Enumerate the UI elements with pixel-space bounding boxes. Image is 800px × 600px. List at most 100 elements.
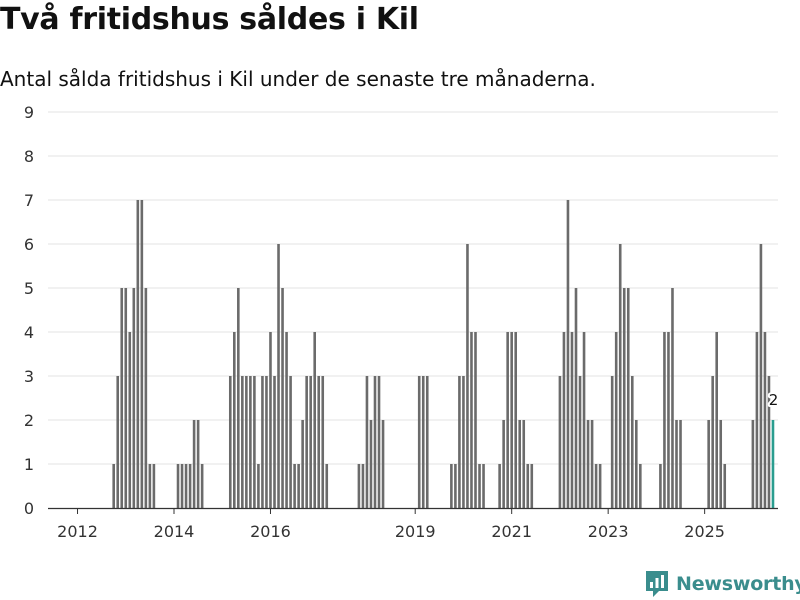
x-tick-label: 2019 (395, 522, 436, 541)
newsworthy-logo: Newsworthy (644, 568, 800, 600)
bar (305, 376, 308, 508)
bar (313, 332, 316, 508)
bar (277, 244, 280, 508)
bar (144, 288, 148, 508)
bars (112, 200, 775, 508)
bar (377, 376, 381, 508)
bar (317, 376, 321, 508)
bar (578, 376, 582, 508)
bar (140, 200, 144, 508)
bar (112, 464, 115, 508)
bar (128, 332, 132, 508)
bar (253, 376, 256, 508)
bar (659, 464, 662, 508)
bar (590, 420, 594, 508)
bar (566, 200, 570, 508)
bar (417, 376, 421, 508)
bar (526, 464, 530, 508)
x-tick-label: 2025 (684, 522, 725, 541)
bar (261, 376, 264, 508)
bar (622, 288, 626, 508)
bar (228, 376, 232, 508)
chart-subtitle: Antal sålda fritidshus i Kil under de se… (0, 67, 596, 91)
bar (188, 464, 192, 508)
bar (466, 244, 469, 508)
bar (116, 376, 120, 508)
bar (249, 376, 252, 508)
bar (176, 464, 180, 508)
bar (361, 464, 365, 508)
bar (663, 332, 666, 508)
bar (132, 288, 136, 508)
bar (454, 464, 457, 508)
bar (365, 376, 369, 508)
y-tick-label: 4 (24, 323, 34, 342)
bar (582, 332, 586, 508)
x-tick-label: 2021 (491, 522, 532, 541)
bar (233, 332, 236, 508)
bar (148, 464, 152, 508)
bar (574, 288, 578, 508)
y-tick-label: 5 (24, 279, 34, 298)
bar (558, 376, 562, 508)
bar (425, 376, 429, 508)
last-value-label: 2 (769, 391, 779, 409)
bar (759, 244, 763, 508)
bar (450, 464, 453, 508)
bar (373, 376, 377, 508)
bar (152, 464, 156, 508)
bar (502, 420, 505, 508)
bar (124, 288, 128, 508)
bar (614, 332, 618, 508)
bar (715, 332, 718, 508)
bar (675, 420, 678, 508)
bar (293, 464, 296, 508)
y-tick-label: 9 (24, 103, 34, 122)
bar (763, 332, 767, 508)
bar (474, 332, 477, 508)
chart-title: Två fritidshus såldes i Kil (0, 2, 419, 37)
bar (120, 288, 124, 508)
bar (598, 464, 602, 508)
bar (421, 376, 425, 508)
bar (245, 376, 248, 508)
bar (639, 464, 642, 508)
bar (719, 420, 723, 508)
newsworthy-logo-text: Newsworthy (676, 573, 800, 595)
bar (711, 376, 714, 508)
bar (630, 376, 634, 508)
bar (510, 332, 513, 508)
bar (458, 376, 461, 508)
bar (679, 420, 682, 508)
bar (635, 420, 638, 508)
bar (586, 420, 590, 508)
y-tick-label: 6 (24, 235, 34, 254)
bar (470, 332, 473, 508)
bar (269, 332, 272, 508)
x-tick-label: 2023 (588, 522, 629, 541)
bar (462, 376, 465, 508)
bar (482, 464, 485, 508)
bar (570, 332, 574, 508)
bar (237, 288, 240, 508)
bar (506, 332, 509, 508)
bar (498, 464, 501, 508)
y-tick-label: 1 (24, 455, 34, 474)
bar (767, 376, 771, 508)
bar (257, 464, 260, 508)
bar (136, 200, 140, 508)
y-tick-label: 7 (24, 191, 34, 210)
annotations: 2 (767, 389, 781, 411)
gridlines (48, 111, 778, 465)
bar (618, 244, 622, 508)
bar (297, 464, 300, 508)
bar (369, 420, 373, 508)
bar (273, 376, 276, 508)
bar (301, 420, 304, 508)
bar (180, 464, 184, 508)
newsworthy-logo-icon (646, 571, 668, 597)
bar (265, 376, 268, 508)
y-tick-label: 2 (24, 411, 34, 430)
bar (381, 420, 385, 508)
x-tick-label: 2012 (57, 522, 98, 541)
